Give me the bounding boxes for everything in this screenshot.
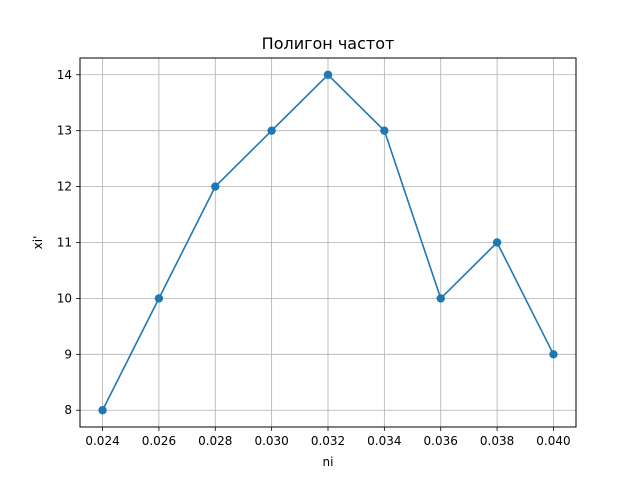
axis-ticks: 0.024 0.026 0.028 0.030 0.032 0.034 0.036 0.038… [57, 68, 571, 448]
chart-title: Полигон частот [262, 34, 395, 53]
data-point [323, 70, 333, 79]
y-tick-label: 14 [57, 68, 72, 82]
y-axis-label: xi' [31, 236, 45, 250]
data-point [98, 406, 107, 415]
data-point [549, 350, 558, 359]
data-point [211, 182, 220, 191]
data-point [380, 126, 389, 135]
x-axis-label: ni [323, 455, 334, 469]
x-tick-label: 0.036 [424, 434, 458, 448]
y-tick-label: 13 [57, 124, 72, 138]
series-markers [98, 70, 558, 415]
x-tick-label: 0.024 [85, 434, 119, 448]
data-point [436, 294, 445, 303]
x-tick-label: 0.028 [198, 434, 232, 448]
y-tick-label: 12 [57, 180, 72, 194]
data-point [154, 294, 164, 303]
axes-frame [79, 57, 577, 428]
data-point [267, 126, 276, 135]
x-tick-label: 0.030 [254, 434, 288, 448]
y-tick-label: 9 [64, 347, 72, 361]
x-tick-label: 0.040 [536, 434, 570, 448]
data-point [492, 238, 502, 247]
y-tick-label: 8 [64, 403, 72, 417]
y-tick-label: 10 [57, 291, 72, 305]
x-tick-label: 0.038 [480, 434, 514, 448]
x-tick-label: 0.032 [311, 434, 345, 448]
x-tick-label: 0.034 [367, 434, 401, 448]
x-tick-label: 0.026 [142, 434, 176, 448]
y-tick-label: 11 [57, 236, 72, 250]
